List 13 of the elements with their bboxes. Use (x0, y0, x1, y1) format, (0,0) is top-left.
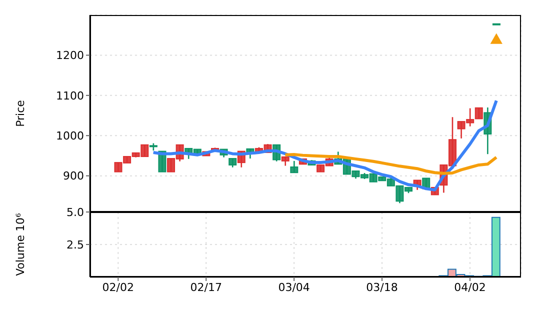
x-tick-label: 03/18 (366, 280, 398, 294)
y-axis-title: Volume 10⁶ (14, 212, 27, 276)
y-tick-label: 2.5 (66, 238, 84, 252)
y-tick-label: 900 (63, 170, 84, 183)
y-tick-label: 1100 (56, 89, 84, 102)
x-tick-label: 04/02 (454, 280, 486, 294)
x-tick-label: 02/02 (102, 280, 134, 294)
y-tick-label: 5.0 (66, 206, 84, 219)
y-tick-label: 1200 (56, 49, 84, 62)
x-tick-label: 02/17 (190, 280, 222, 294)
y-axis-title: Price (14, 100, 27, 127)
x-tick-label: 03/04 (278, 280, 310, 294)
y-tick-label: 1000 (56, 130, 84, 143)
